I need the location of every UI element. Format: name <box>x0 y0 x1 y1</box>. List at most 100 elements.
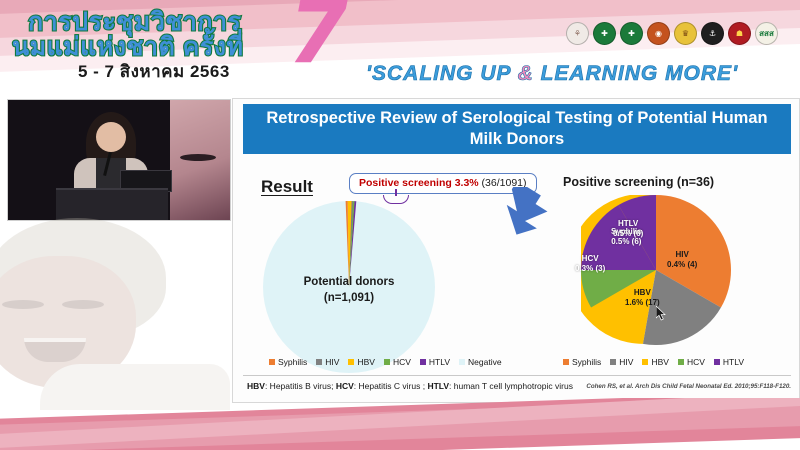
abbreviation-footnote: HBV: Hepatitis B virus; HCV: Hepatitis C… <box>247 381 573 391</box>
baby-eye-left <box>2 300 44 309</box>
logo-red-institution: ☗ <box>728 22 751 45</box>
legend-left: Syphilis HIV HBV HCV HTLV Negative <box>269 357 502 367</box>
pie-slice-hcv-right[interactable] <box>581 270 656 308</box>
legend-swatch-syphilis <box>563 359 569 365</box>
footnote-htlv-key: HTLV <box>427 381 450 391</box>
conference-edition-number: 7 <box>288 0 348 83</box>
legend-item-hbv[interactable]: HBV <box>642 357 669 367</box>
sponsor-logo-row: ⚘ ✚ ✚ ◉ ♛ ⚓ ☗ สสส <box>566 22 778 45</box>
source-citation: Cohen RS, et al. Arch Dis Child Fetal Ne… <box>586 383 791 390</box>
legend-swatch-hiv <box>316 359 323 365</box>
legend-item-hiv[interactable]: HIV <box>316 357 339 367</box>
pie-label-htlv-value: 0.5% (6) <box>613 229 644 238</box>
legend-swatch-hiv <box>610 359 617 365</box>
pie-label-htlv-name: HTLV <box>617 219 639 228</box>
conference-date: 5 - 7 สิงหาคม 2563 <box>78 62 230 81</box>
callout-brace-stem <box>395 189 397 196</box>
footnote-hbv-val: : Hepatitis B virus; <box>264 381 336 391</box>
pie-left-center-line1: Potential donors <box>303 276 395 288</box>
legend-item-hcv[interactable]: HCV <box>677 357 705 367</box>
footnote-hcv-val: : Hepatitis C virus ; <box>353 381 428 391</box>
legend-item-htlv[interactable]: HTLV <box>713 357 745 367</box>
callout-fraction: (36/1091) <box>478 177 527 189</box>
blue-arrow-icon <box>506 187 548 235</box>
legend-right: Syphilis HIV HBV HCV HTLV <box>563 357 744 367</box>
pie-left-center-line2: (n=1,091) <box>323 291 375 304</box>
positive-screening-pie-chart[interactable] <box>581 195 731 345</box>
podium <box>56 188 168 220</box>
legend-item-hcv[interactable]: HCV <box>383 357 411 367</box>
pie-label-hiv-name: HIV <box>675 250 689 259</box>
legend-swatch-hbv <box>642 359 649 365</box>
legend-item-syphilis[interactable]: Syphilis <box>269 357 307 367</box>
conference-thai-title-line2: นมแม่แห่งชาติ ครั้งที่ <box>11 32 244 62</box>
slide-title: Retrospective Review of Serological Test… <box>243 104 791 154</box>
logo-ministry-public-health-2: ✚ <box>620 22 643 45</box>
pie-slice-htlv-right-upper[interactable] <box>618 195 657 270</box>
speaker-video-inset[interactable] <box>8 100 230 220</box>
legend-item-syphilis[interactable]: Syphilis <box>563 357 601 367</box>
pie-label-hiv: HIV 0.4% (4) <box>667 250 697 270</box>
presentation-slide: Retrospective Review of Serological Test… <box>232 98 800 403</box>
logo-black-institution: ⚓ <box>701 22 724 45</box>
legend-swatch-htlv <box>713 359 720 365</box>
pie-label-hcv-name: HCV <box>581 254 599 263</box>
pie-label-syphilis-value: 0.5% (6) <box>611 237 642 246</box>
pie-slice-hiv-right[interactable] <box>642 270 721 345</box>
legend-swatch-hbv <box>348 359 355 365</box>
pie-slice-syphilis-right[interactable] <box>656 195 731 308</box>
potential-donors-pie-chart[interactable]: Potential donors (n=1,091) <box>263 200 435 373</box>
pie-label-hbv: HBV 1.6% (17) <box>625 288 660 308</box>
legend-label-htlv: HTLV <box>428 357 451 367</box>
baby-sun-hat <box>0 218 166 338</box>
legend-item-htlv[interactable]: HTLV <box>419 357 451 367</box>
legend-label-syphilis: Syphilis <box>572 357 602 367</box>
mouse-cursor-icon <box>656 306 666 321</box>
legend-label-syphilis: Syphilis <box>278 357 308 367</box>
tagline-ampersand: & <box>517 62 534 86</box>
logo-royal-crown: ♛ <box>674 22 697 45</box>
callout-percentage: Positive screening 3.3% <box>359 177 479 189</box>
legend-label-hcv: HCV <box>392 357 411 367</box>
legend-label-hbv: HBV <box>651 357 669 367</box>
baby-eye-right <box>62 300 104 309</box>
audience-face-closeup <box>170 100 230 220</box>
pie-label-hbv-value: 1.6% (17) <box>625 298 660 307</box>
legend-item-hiv[interactable]: HIV <box>610 357 633 367</box>
conference-header-banner: การประชุมวิชาการ นมแม่แห่งชาติ ครั้งที่ … <box>0 0 800 96</box>
legend-label-negative: Negative <box>468 357 502 367</box>
pie-label-htlv: HTLV 0.5% (6) <box>613 219 643 239</box>
legend-swatch-htlv <box>419 359 426 365</box>
footnote-hcv-key: HCV <box>335 381 354 391</box>
pie-label-hcv: HCV 0.3% (3) <box>575 254 605 274</box>
result-heading: Result <box>261 177 313 196</box>
footnote-divider <box>243 375 791 376</box>
legend-label-hiv: HIV <box>619 357 634 367</box>
legend-label-hbv: HBV <box>357 357 375 367</box>
conference-thai-title-line1: การประชุมวิชาการ <box>27 7 242 37</box>
legend-label-hiv: HIV <box>325 357 340 367</box>
pie-label-hcv-value: 0.3% (3) <box>575 264 606 273</box>
pie-label-syphilis: Syphilis 0.5% (6) <box>611 227 642 247</box>
legend-swatch-hcv <box>383 359 390 365</box>
logo-ministry-public-health-1: ✚ <box>593 22 616 45</box>
conference-tagline: 'SCALING UP & LEARNING MORE' <box>366 62 738 86</box>
legend-item-negative[interactable]: Negative <box>459 357 502 367</box>
pie-label-hiv-value: 0.4% (4) <box>667 260 698 269</box>
footer-banner <box>0 398 800 450</box>
baby-face <box>0 256 136 388</box>
callout-brace <box>383 195 409 204</box>
tagline-post: LEARNING MORE' <box>533 62 739 86</box>
pie-label-hbv-name: HBV <box>633 288 651 297</box>
tagline-pre: 'SCALING UP <box>366 62 518 86</box>
logo-thaihealth-sss: สสส <box>755 22 778 45</box>
logo-thai-breastfeeding-foundation: ⚘ <box>566 22 589 45</box>
pie-left-center-label: Potential donors (n=1,091) <box>263 275 435 306</box>
baby-body <box>40 364 230 410</box>
legend-swatch-hcv <box>677 359 684 365</box>
legend-item-hbv[interactable]: HBV <box>348 357 375 367</box>
pie-slice-htlv-right[interactable] <box>581 205 656 270</box>
legend-label-htlv: HTLV <box>722 357 745 367</box>
pie-right-title: Positive screening (n=36) <box>563 175 715 189</box>
